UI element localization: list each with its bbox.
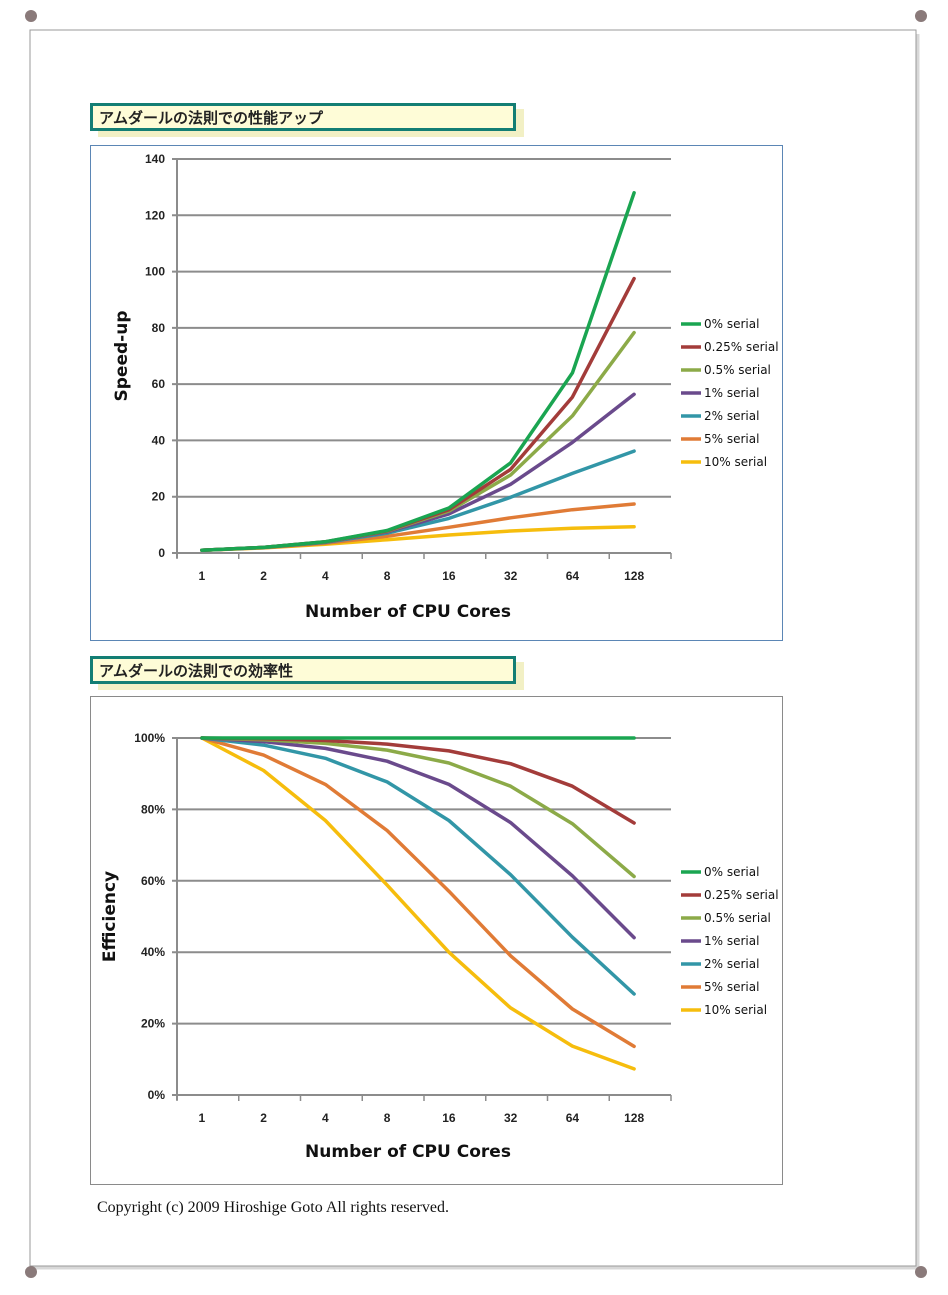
legend-label: 0.25% serial xyxy=(704,340,779,354)
x-tick-label: 4 xyxy=(322,569,329,583)
x-tick-label: 128 xyxy=(624,569,644,583)
series-line xyxy=(200,191,636,552)
x-tick-label: 8 xyxy=(384,1111,391,1125)
speedup-chart: 0 20 40 60 80 100 120 140 1 2 4 8 16 32 64 128 Number of… xyxy=(90,145,783,641)
series-line xyxy=(200,736,636,940)
x-tick-label: 1 xyxy=(199,569,206,583)
series-line xyxy=(200,449,636,552)
efficiency-chart-svg: 0% 20% 40% 60% 80% 100% 1 2 4 8 16 32 64 128 Number of… xyxy=(100,731,779,1162)
legend-label: 0% serial xyxy=(704,865,759,879)
y-tick-label: 40 xyxy=(152,433,166,447)
y-tick-label: 60% xyxy=(141,874,165,888)
y-tick-label: 100 xyxy=(145,265,165,279)
x-tick-label: 64 xyxy=(566,569,580,583)
y-tick-label: 100% xyxy=(134,731,165,745)
legend-label: 1% serial xyxy=(704,386,759,400)
speedup-chart-svg: 0 20 40 60 80 100 120 140 1 2 4 8 16 32 64 128 Number of… xyxy=(112,152,779,622)
speedup-section-title: アムダールの法則での性能アップ xyxy=(90,103,516,131)
x-tick-label: 128 xyxy=(624,1111,644,1125)
y-tick-label: 120 xyxy=(145,208,165,222)
legend-label: 1% serial xyxy=(704,934,759,948)
x-tick-label: 16 xyxy=(442,1111,456,1125)
legend-label: 0.25% serial xyxy=(704,888,779,902)
legend-label: 0.5% serial xyxy=(704,363,771,377)
x-tick-label: 2 xyxy=(260,1111,267,1125)
y-tick-label: 140 xyxy=(145,152,165,166)
legend-label: 10% serial xyxy=(704,455,767,469)
series-line xyxy=(200,736,636,1049)
series-line xyxy=(200,736,636,996)
y-tick-label: 40% xyxy=(141,945,165,959)
x-tick-label: 32 xyxy=(504,1111,518,1125)
x-tick-label: 4 xyxy=(322,1111,329,1125)
series-line xyxy=(200,736,636,879)
x-tick-label: 8 xyxy=(384,569,391,583)
copyright-text: Copyright (c) 2009 Hiroshige Goto All ri… xyxy=(97,1199,449,1216)
pin-icon xyxy=(25,10,37,22)
x-tick-label: 2 xyxy=(260,569,267,583)
x-tick-label: 1 xyxy=(199,1111,206,1125)
y-tick-label: 80% xyxy=(141,802,165,816)
legend-label: 5% serial xyxy=(704,432,759,446)
y-tick-label: 80 xyxy=(152,321,166,335)
legend-label: 2% serial xyxy=(704,409,759,423)
x-tick-label: 64 xyxy=(566,1111,580,1125)
x-axis-label: Number of CPU Cores xyxy=(305,1142,511,1162)
x-tick-label: 32 xyxy=(504,569,518,583)
page-border xyxy=(29,29,917,1267)
series-line xyxy=(200,736,636,1071)
efficiency-chart: 0% 20% 40% 60% 80% 100% 1 2 4 8 16 32 64 128 Number of… xyxy=(90,696,783,1185)
legend-label: 0.5% serial xyxy=(704,911,771,925)
legend-label: 10% serial xyxy=(704,1003,767,1017)
y-tick-label: 20% xyxy=(141,1017,165,1031)
pin-icon xyxy=(25,1266,37,1278)
x-axis-label: Number of CPU Cores xyxy=(305,602,511,622)
pin-icon xyxy=(915,1266,927,1278)
y-tick-label: 0 xyxy=(158,546,165,560)
efficiency-section-title: アムダールの法則での効率性 xyxy=(90,656,516,684)
y-tick-label: 20 xyxy=(152,490,166,504)
legend-label: 0% serial xyxy=(704,317,759,331)
x-tick-label: 16 xyxy=(442,569,456,583)
legend-label: 2% serial xyxy=(704,957,759,971)
y-tick-label: 0% xyxy=(148,1088,166,1102)
y-axis-label: Speed-up xyxy=(112,311,132,402)
pin-icon xyxy=(915,10,927,22)
legend-label: 5% serial xyxy=(704,980,759,994)
y-axis-label: Efficiency xyxy=(100,871,120,962)
y-tick-label: 60 xyxy=(152,377,166,391)
